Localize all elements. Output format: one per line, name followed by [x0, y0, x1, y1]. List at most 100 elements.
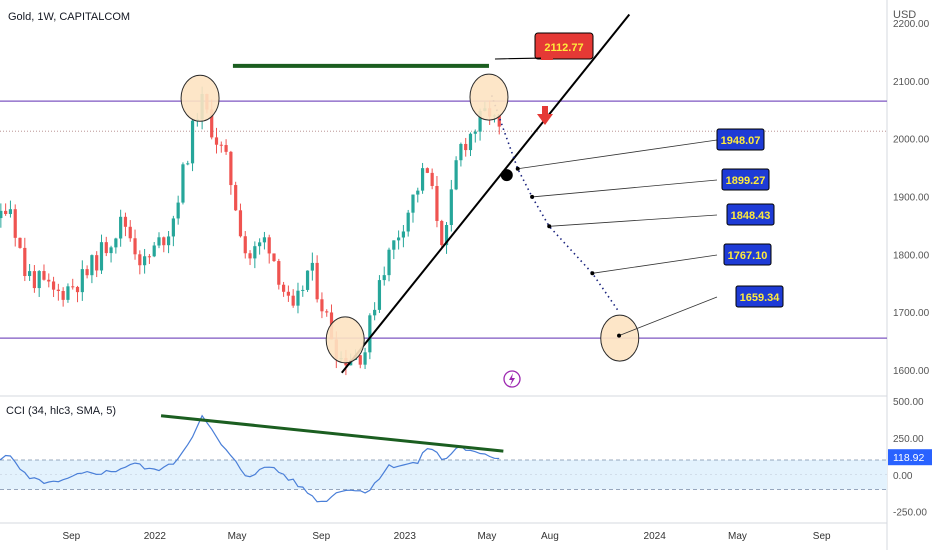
- candle-body: [440, 220, 444, 246]
- price-tick-label: 1900.00: [893, 193, 930, 204]
- candle-body: [162, 237, 166, 246]
- time-tick-label: Sep: [813, 531, 831, 542]
- down-arrow-icon: [537, 106, 553, 125]
- candle-body: [301, 289, 305, 291]
- peak-price-label[interactable]: 2112.77: [494, 32, 594, 60]
- highlight-circle[interactable]: [469, 73, 509, 121]
- candle-body: [281, 284, 286, 292]
- candle-body: [392, 240, 396, 250]
- price-tick-label: 2000.00: [893, 135, 930, 146]
- target-label-box[interactable]: [726, 203, 775, 226]
- candle-body: [210, 109, 214, 138]
- target-leader-line: [532, 179, 718, 198]
- candle-body: [0, 210, 3, 219]
- candle-body: [406, 212, 410, 232]
- candle-body: [37, 271, 41, 289]
- candle-body: [296, 290, 300, 306]
- candle-body: [478, 110, 482, 132]
- candle-body: [363, 352, 367, 365]
- target-label-box[interactable]: [723, 243, 772, 266]
- candle-body: [425, 168, 429, 173]
- candle-body: [166, 236, 171, 246]
- candle-body: [181, 164, 185, 203]
- target-point: [547, 224, 552, 229]
- candle-body: [411, 194, 415, 213]
- candle-body: [66, 286, 70, 300]
- time-tick-label: 2023: [394, 531, 417, 542]
- candle-body: [430, 172, 434, 186]
- candle-body: [4, 210, 8, 215]
- target-point: [617, 333, 622, 338]
- time-tick-label: May: [477, 531, 496, 542]
- cci-last-value-label: 118.92: [893, 452, 924, 464]
- ascending-trend-line[interactable]: [341, 13, 631, 374]
- target-leader-line: [592, 254, 718, 274]
- candle-body: [56, 289, 60, 291]
- candle-body: [75, 286, 80, 293]
- candle-body: [449, 189, 453, 226]
- price-tick-label: 1600.00: [893, 366, 930, 377]
- trend-touch-point[interactable]: [500, 169, 513, 182]
- candle-body: [18, 237, 22, 248]
- time-tick-label: Sep: [312, 531, 330, 542]
- target-point: [515, 166, 520, 171]
- candle-body: [99, 242, 104, 271]
- candle-body: [85, 269, 89, 276]
- target-point: [530, 194, 535, 199]
- candle-body: [138, 254, 142, 266]
- candle-body: [23, 247, 27, 277]
- cci-last-value-badge: [888, 449, 932, 466]
- candle-body: [286, 291, 290, 296]
- highlight-circle[interactable]: [600, 314, 640, 362]
- target-label-box[interactable]: [716, 128, 765, 151]
- highlight-circle[interactable]: [180, 74, 220, 122]
- candle-body: [229, 151, 233, 186]
- candle-body: [133, 238, 137, 255]
- candle-body: [114, 238, 118, 248]
- target-leader-line: [618, 296, 718, 336]
- lightning-icon-bolt: [509, 373, 515, 386]
- target-label-box[interactable]: [721, 168, 770, 191]
- candle-body: [267, 237, 271, 254]
- candle-body: [387, 249, 391, 276]
- cci-tick-label: 250.00: [893, 434, 924, 445]
- candle-body: [61, 290, 65, 300]
- cci-line: [0, 414, 500, 503]
- lightning-icon[interactable]: [503, 370, 521, 388]
- candle-body: [176, 202, 180, 219]
- candle-body: [358, 355, 362, 365]
- candle-body: [377, 280, 382, 310]
- candle-body: [497, 115, 501, 127]
- candle-body: [420, 168, 425, 191]
- target-label-text: 1848.43: [731, 210, 771, 222]
- candle-body: [47, 279, 51, 282]
- candle-body: [272, 253, 276, 262]
- candle-body: [224, 145, 228, 152]
- candle-body: [214, 137, 219, 145]
- candle-body: [473, 131, 477, 134]
- candle-body: [310, 262, 314, 271]
- candle-body: [315, 262, 319, 300]
- highlight-circle[interactable]: [325, 316, 365, 364]
- target-label-text: 1767.10: [728, 250, 768, 262]
- candle-body: [382, 275, 386, 281]
- cci-divergence-line[interactable]: [160, 414, 504, 453]
- candle-body: [459, 143, 463, 161]
- candle-body: [320, 299, 324, 312]
- candle-body: [95, 255, 99, 271]
- candle-body: [253, 246, 257, 259]
- indicator-title: CCI (34, hlc3, SMA, 5): [6, 405, 116, 417]
- candle-body: [397, 237, 401, 241]
- target-label-text: 1948.07: [721, 135, 761, 147]
- cci-tick-label: 0.00: [893, 471, 913, 482]
- target-label-box[interactable]: [735, 285, 784, 308]
- time-tick-label: May: [228, 531, 247, 542]
- chart-title: Gold, 1W, CAPITALCOM: [8, 11, 130, 23]
- candle-body: [32, 271, 36, 289]
- price-tick-label: 2100.00: [893, 77, 930, 88]
- time-tick-label: 2024: [644, 531, 667, 542]
- candle-body: [444, 225, 449, 246]
- candle-body: [248, 253, 252, 259]
